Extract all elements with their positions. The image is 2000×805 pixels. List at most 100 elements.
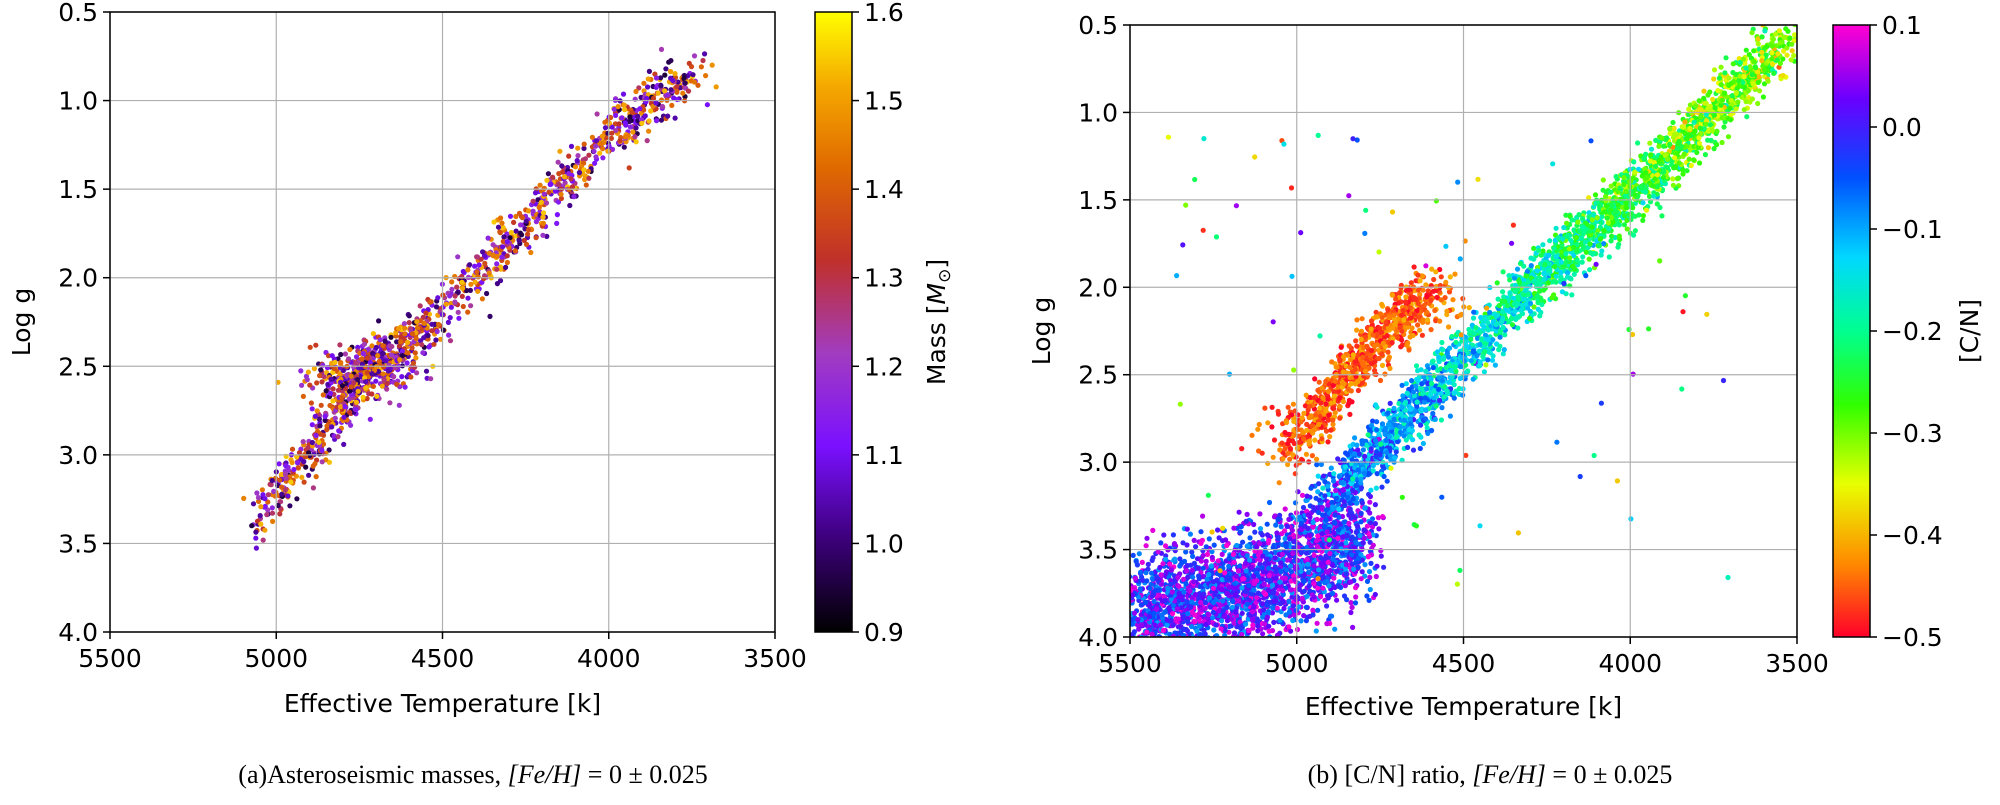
scatter-point	[389, 352, 394, 357]
scatter-point	[380, 343, 385, 348]
scatter-point	[1185, 670, 1190, 675]
scatter-point	[1181, 627, 1186, 632]
scatter-point	[1267, 573, 1272, 578]
scatter-point	[1182, 648, 1187, 653]
scatter-point	[1225, 646, 1230, 651]
scatter-point	[1271, 590, 1276, 595]
scatter-point	[1185, 673, 1190, 678]
scatter-point	[581, 167, 586, 172]
scatter-point	[318, 367, 323, 372]
scatter-point	[1160, 612, 1165, 617]
scatter-point	[1132, 629, 1137, 634]
scatter-point	[1311, 520, 1316, 525]
scatter-point	[1231, 552, 1236, 557]
scatter-point	[1161, 532, 1166, 537]
scatter-point	[1146, 641, 1151, 646]
scatter-point	[1239, 638, 1244, 643]
scatter-point	[550, 175, 555, 180]
scatter-point	[1348, 600, 1353, 605]
scatter-point	[1216, 558, 1221, 563]
scatter-point	[328, 391, 333, 396]
scatter-point	[1186, 643, 1191, 648]
scatter-point	[1332, 521, 1337, 526]
scatter-point	[307, 383, 312, 388]
scatter-point	[1117, 596, 1122, 601]
scatter-point	[680, 91, 685, 96]
scatter-point	[1291, 603, 1296, 608]
scatter-point	[1124, 620, 1129, 625]
scatter-point	[1282, 643, 1287, 648]
scatter-point	[1125, 632, 1130, 637]
scatter-point	[1245, 638, 1250, 643]
scatter-point	[320, 363, 325, 368]
scatter-point	[1179, 560, 1184, 565]
scatter-point	[291, 467, 296, 472]
colorbar-label-close: ]	[922, 259, 951, 269]
scatter-point	[388, 335, 393, 340]
scatter-point	[619, 115, 624, 120]
scatter-point	[1351, 567, 1356, 572]
scatter-point	[1167, 649, 1172, 654]
scatter-point	[1226, 564, 1231, 569]
scatter-point	[1259, 645, 1264, 650]
scatter-point	[1332, 513, 1337, 518]
scatter-point	[542, 186, 547, 191]
scatter-point	[1278, 560, 1283, 565]
scatter-point	[1305, 557, 1310, 562]
scatter-point	[1361, 540, 1366, 545]
scatter-point	[1344, 562, 1349, 567]
scatter-point	[1317, 581, 1322, 586]
scatter-point	[356, 389, 361, 394]
scatter-point	[1360, 500, 1365, 505]
scatter-point	[1165, 644, 1170, 649]
scatter-point	[1257, 541, 1262, 546]
scatter-point	[405, 340, 410, 345]
scatter-point	[1283, 576, 1288, 581]
scatter-point	[1225, 664, 1230, 669]
scatter-point	[1198, 529, 1203, 534]
scatter-point	[1288, 563, 1293, 568]
x-tick-label: 4500	[411, 644, 475, 673]
scatter-point	[1329, 466, 1334, 471]
scatter-point	[1166, 645, 1171, 650]
scatter-point	[646, 76, 651, 81]
scatter-point	[305, 445, 310, 450]
scatter-point	[622, 103, 627, 108]
scatter-point	[714, 84, 719, 89]
scatter-point	[1316, 567, 1321, 572]
scatter-point	[414, 370, 419, 375]
scatter-point	[290, 447, 295, 452]
scatter-point	[1185, 600, 1190, 605]
scatter-point	[264, 512, 269, 517]
scatter-point	[544, 178, 549, 183]
scatter-point	[1134, 643, 1139, 648]
scatter-point	[687, 61, 692, 66]
scatter-point	[341, 442, 346, 447]
scatter-point	[1290, 618, 1295, 623]
scatter-point	[1153, 623, 1158, 628]
scatter-point	[1279, 531, 1284, 536]
scatter-point	[1149, 632, 1154, 637]
scatter-point	[1183, 581, 1188, 586]
scatter-point	[1212, 592, 1217, 597]
scatter-point	[1212, 543, 1217, 548]
scatter-point	[354, 407, 359, 412]
scatter-point	[1270, 605, 1275, 610]
scatter-point	[1298, 618, 1303, 623]
scatter-point	[1169, 568, 1174, 573]
scatter-point	[1250, 617, 1255, 622]
scatter-point	[1302, 589, 1307, 594]
scatter-point	[623, 120, 628, 125]
scatter-point	[1175, 638, 1180, 643]
scatter-point	[319, 403, 324, 408]
scatter-point	[1176, 617, 1181, 622]
scatter-point	[1243, 622, 1248, 627]
scatter-point	[371, 384, 376, 389]
scatter-point	[1245, 543, 1250, 548]
scatter-point	[582, 142, 587, 147]
scatter-point	[418, 303, 423, 308]
scatter-point	[1200, 514, 1205, 519]
scatter-point	[1298, 583, 1303, 588]
scatter-point	[435, 295, 440, 300]
